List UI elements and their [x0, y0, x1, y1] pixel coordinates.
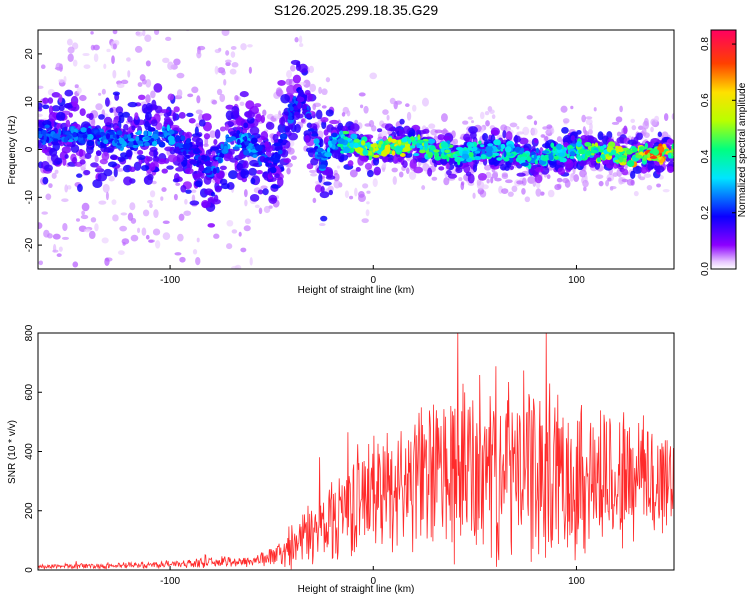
snr-ylabel: SNR (10 * v/v) [7, 420, 18, 484]
spectrogram-heatmap [38, 30, 674, 269]
colorbar-label: Normalized spectral amplitude [737, 82, 748, 217]
chart-title: S126.2025.299.18.35.G29 [274, 2, 438, 18]
spectrogram-ytick-label: 10 [24, 96, 35, 108]
colorbar-tick-label: 0.6 [700, 93, 711, 107]
snr-xtick-label: -100 [160, 576, 180, 587]
colorbar-tick-label: 0.2 [700, 205, 711, 219]
snr-ticks: -100 0 100 0 200 400 600 800 [24, 324, 585, 587]
spectrogram-ytick-label: -20 [24, 237, 35, 252]
snr-xlabel: Height of straight line (km) [298, 584, 415, 595]
spectrogram-xlabel: Height of straight line (km) [298, 285, 415, 296]
spectrogram-xtick-label: 0 [370, 275, 376, 286]
colorbar-tick-label: 0.4 [700, 149, 711, 163]
snr-xtick-label: 0 [370, 576, 376, 587]
snr-ytick-label: 0 [24, 567, 35, 573]
spectrogram-ytick-label: -10 [24, 190, 35, 205]
spectrogram-xtick-label: -100 [160, 275, 180, 286]
snr-xtick-label: 100 [568, 576, 585, 587]
snr-series-line [38, 333, 674, 570]
spectrogram-ytick-label: 0 [24, 146, 35, 152]
spectrogram-ylabel: Frequency (Hz) [7, 116, 18, 185]
snr-ytick-label: 200 [24, 502, 35, 519]
spectrogram-ytick-label: 20 [24, 48, 35, 60]
snr-ytick-label: 600 [24, 383, 35, 400]
snr-ytick-label: 800 [24, 324, 35, 341]
snr-ytick-label: 400 [24, 443, 35, 460]
colorbar-tick-label: 0.8 [700, 37, 711, 51]
snr-panel: -100 0 100 0 200 400 600 800 Height of straight… [7, 324, 675, 595]
colorbar-tick-label: 0.0 [700, 262, 711, 276]
colorbar-ticks: 0.0 0.2 0.4 0.6 0.8 [700, 37, 736, 276]
colorbar: 0.0 0.2 0.4 0.6 0.8 Normalized spectral ampl… [700, 29, 748, 276]
spectrogram-xtick-label: 100 [568, 275, 585, 286]
colorbar-gradient [710, 29, 737, 270]
